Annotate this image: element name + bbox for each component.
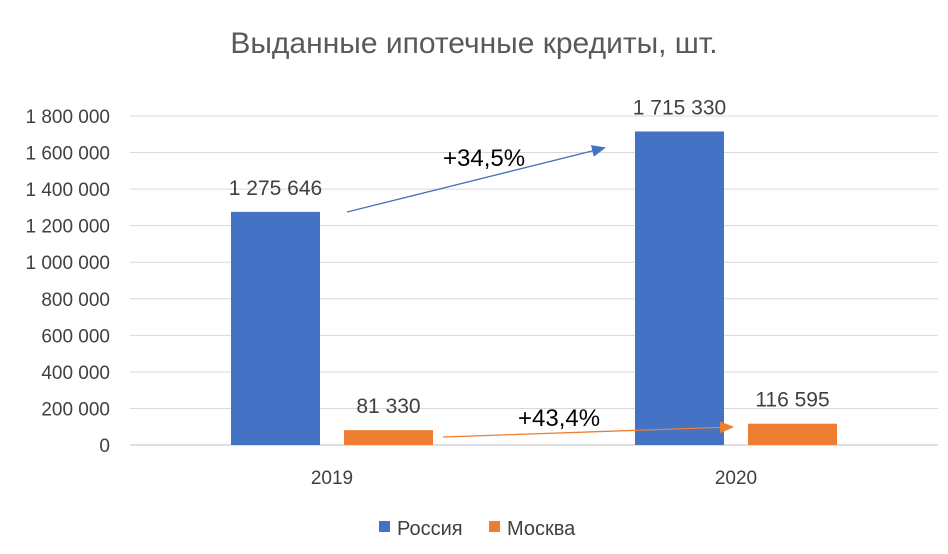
- legend-swatch-moscow: [489, 521, 500, 532]
- y-tick-label: 400 000: [41, 363, 110, 384]
- y-tick-label: 1 800 000: [25, 107, 110, 128]
- bar-russia-2020: [635, 131, 724, 445]
- bars: [231, 131, 837, 445]
- legend-label-moscow: Москва: [507, 518, 576, 540]
- data-label: 1 275 646: [229, 177, 322, 200]
- y-tick-label: 1 000 000: [25, 253, 110, 274]
- y-tick-label: 1 200 000: [25, 217, 110, 238]
- data-label: 1 715 330: [633, 96, 726, 119]
- bar-moscow-2020: [748, 423, 837, 445]
- growth-arrow-russia: [346, 145, 606, 213]
- legend: Россия Москва: [379, 518, 576, 540]
- bar-russia-2019: [231, 211, 320, 445]
- legend-swatch-russia: [379, 521, 390, 532]
- y-tick-label: 1 400 000: [25, 180, 110, 201]
- chart-title: Выданные ипотечные кредиты, шт.: [230, 27, 717, 60]
- y-tick-label: 1 600 000: [25, 144, 110, 165]
- y-tick-label: 800 000: [41, 290, 110, 311]
- growth-label-russia: +34,5%: [443, 145, 525, 172]
- growth-label-moscow: +43,4%: [518, 405, 600, 432]
- y-tick-label: 600 000: [41, 326, 110, 347]
- y-tick-label: 200 000: [41, 399, 110, 420]
- x-tick-label: 2019: [311, 468, 353, 489]
- data-labels: 1 275 646 81 330 1 715 330 116 595: [229, 96, 830, 418]
- y-tick-label: 0: [99, 436, 110, 457]
- growth-annotations: +34,5% +43,4%: [346, 145, 734, 438]
- data-label: 81 330: [356, 395, 420, 418]
- y-axis: 0 200 000 400 000 600 000 800 000 1 000 000 1 …: [25, 107, 110, 457]
- x-tick-label: 2020: [715, 468, 757, 489]
- growth-arrow-moscow: [442, 421, 734, 438]
- data-label: 116 595: [755, 389, 829, 412]
- legend-label-russia: Россия: [397, 518, 463, 540]
- x-axis: 2019 2020: [311, 468, 757, 489]
- bar-moscow-2019: [344, 430, 433, 445]
